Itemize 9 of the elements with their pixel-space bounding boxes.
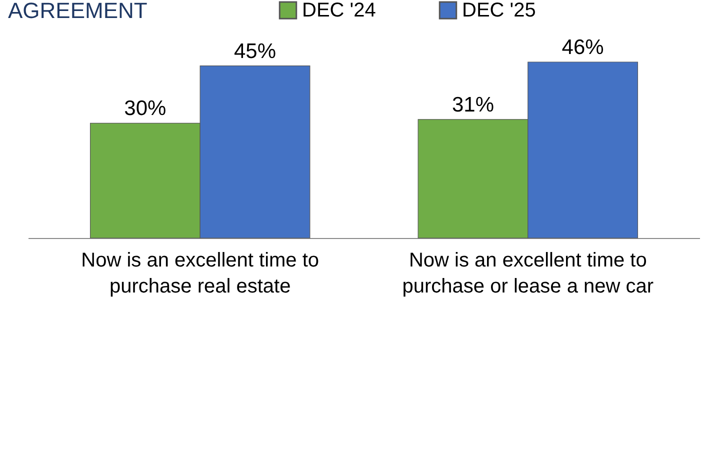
data-label: 45%: [234, 40, 276, 63]
legend-label: DEC '25: [462, 0, 536, 22]
chart-title: AGREEMENT: [8, 0, 148, 23]
legend-label: DEC '24: [302, 0, 376, 22]
x-tick-label: Now is an excellent time to purchase or lease a new car: [402, 250, 654, 298]
data-label: 30%: [124, 97, 166, 120]
data-label: 46%: [562, 36, 604, 59]
data-label: 31%: [452, 93, 494, 116]
x-tick-label: Now is an excellent time to purchase real estate: [81, 250, 320, 298]
